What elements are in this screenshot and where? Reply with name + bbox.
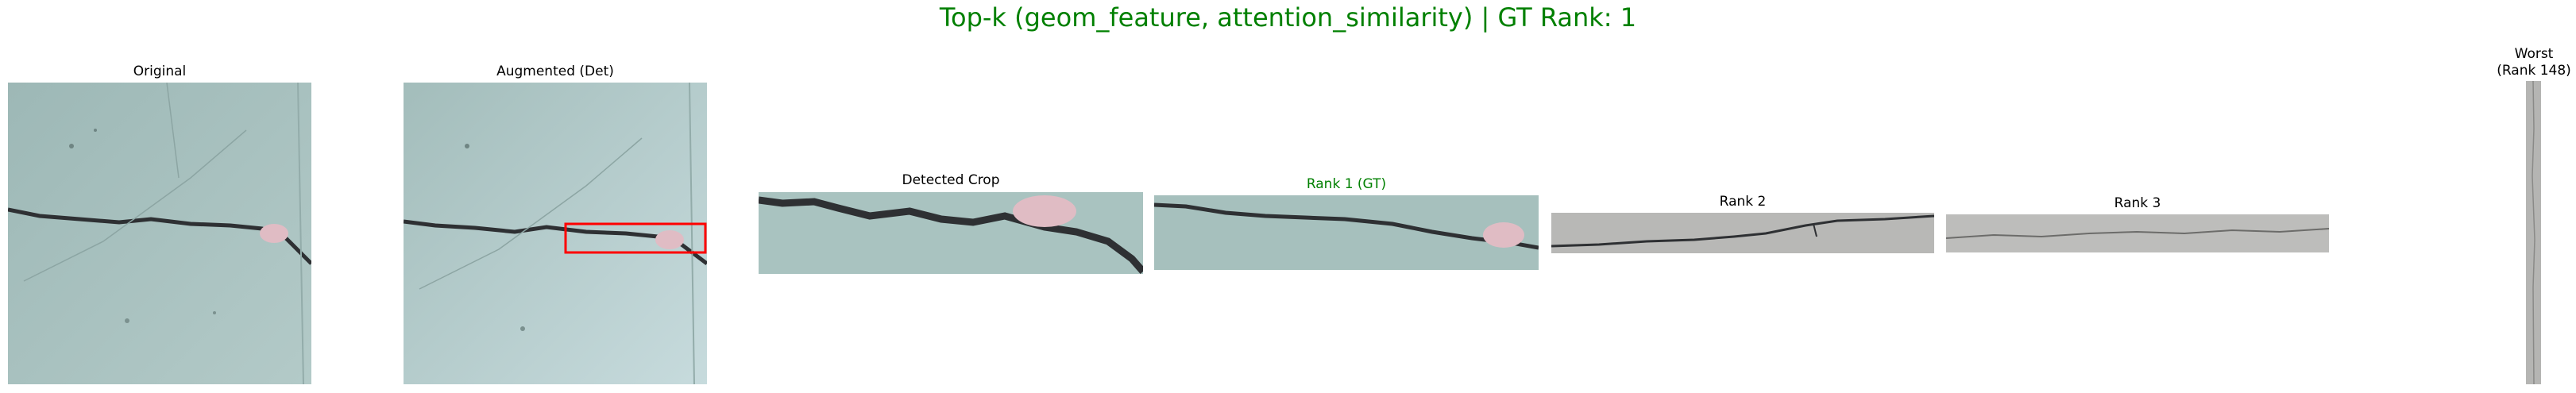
detection-box	[564, 222, 707, 254]
caption-detected-crop: Detected Crop	[902, 172, 1000, 188]
caption-original: Original	[133, 64, 187, 79]
augmented-image	[404, 83, 707, 384]
caption-rank2: Rank 2	[1719, 194, 1767, 210]
caption-rank1: Rank 1 (GT)	[1306, 176, 1387, 192]
caption-rank3: Rank 3	[2114, 195, 2161, 211]
rank2-image	[1551, 213, 1934, 253]
caption-worst-line2: (Rank 148)	[2497, 63, 2571, 79]
detected-crop-image	[759, 192, 1143, 274]
caption-worst-line1: Worst	[2514, 46, 2554, 62]
original-image	[8, 83, 311, 384]
worst-image	[2526, 81, 2541, 384]
rank3-image	[1946, 214, 2329, 252]
figure-title: Top-k (geom_feature, attention_similarit…	[939, 2, 1637, 33]
rank1-image	[1154, 195, 1539, 270]
caption-augmented: Augmented (Det)	[496, 64, 614, 79]
